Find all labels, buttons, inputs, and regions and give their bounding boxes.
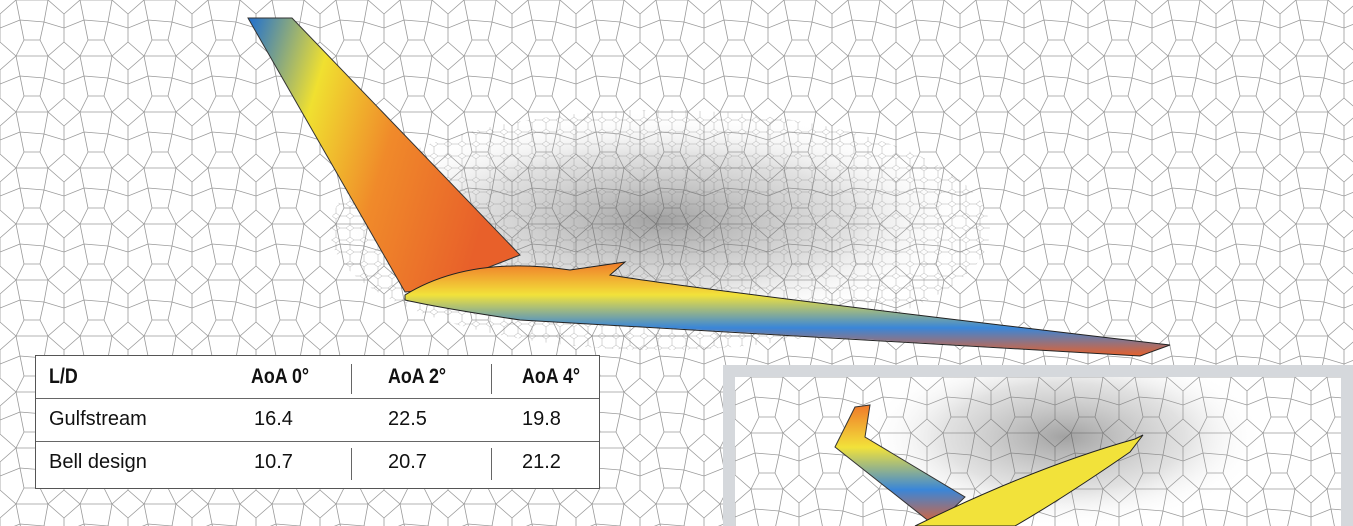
table-row: Gulfstream 16.4 22.5 19.8 [36,398,599,441]
cell: 19.8 [522,408,561,431]
table-row: Bell design 10.7 20.7 21.2 [36,441,599,484]
separator [491,364,492,394]
table: L/D AoA 0° AoA 2° AoA 4° Gulfstream 16.4… [35,355,600,489]
cell: 10.7 [254,451,293,474]
header-cell: L/D [49,365,78,389]
inset-render [735,377,1341,526]
header-cell: AoA 2° [388,365,446,389]
header-cell: AoA 4° [522,365,580,389]
separator [351,448,352,480]
separator [491,448,492,480]
inset-image [723,365,1353,526]
cell: 20.7 [388,451,427,474]
cell: 21.2 [522,451,561,474]
page: L/D AoA 0° AoA 2° AoA 4° Gulfstream 16.4… [0,0,1353,526]
separator [351,364,352,394]
header-cell: AoA 0° [251,365,309,389]
table-header: L/D AoA 0° AoA 2° AoA 4° [36,356,599,398]
cell: 16.4 [254,408,293,431]
cell: Bell design [49,451,147,474]
cell: 22.5 [388,408,427,431]
cell: Gulfstream [49,408,147,431]
